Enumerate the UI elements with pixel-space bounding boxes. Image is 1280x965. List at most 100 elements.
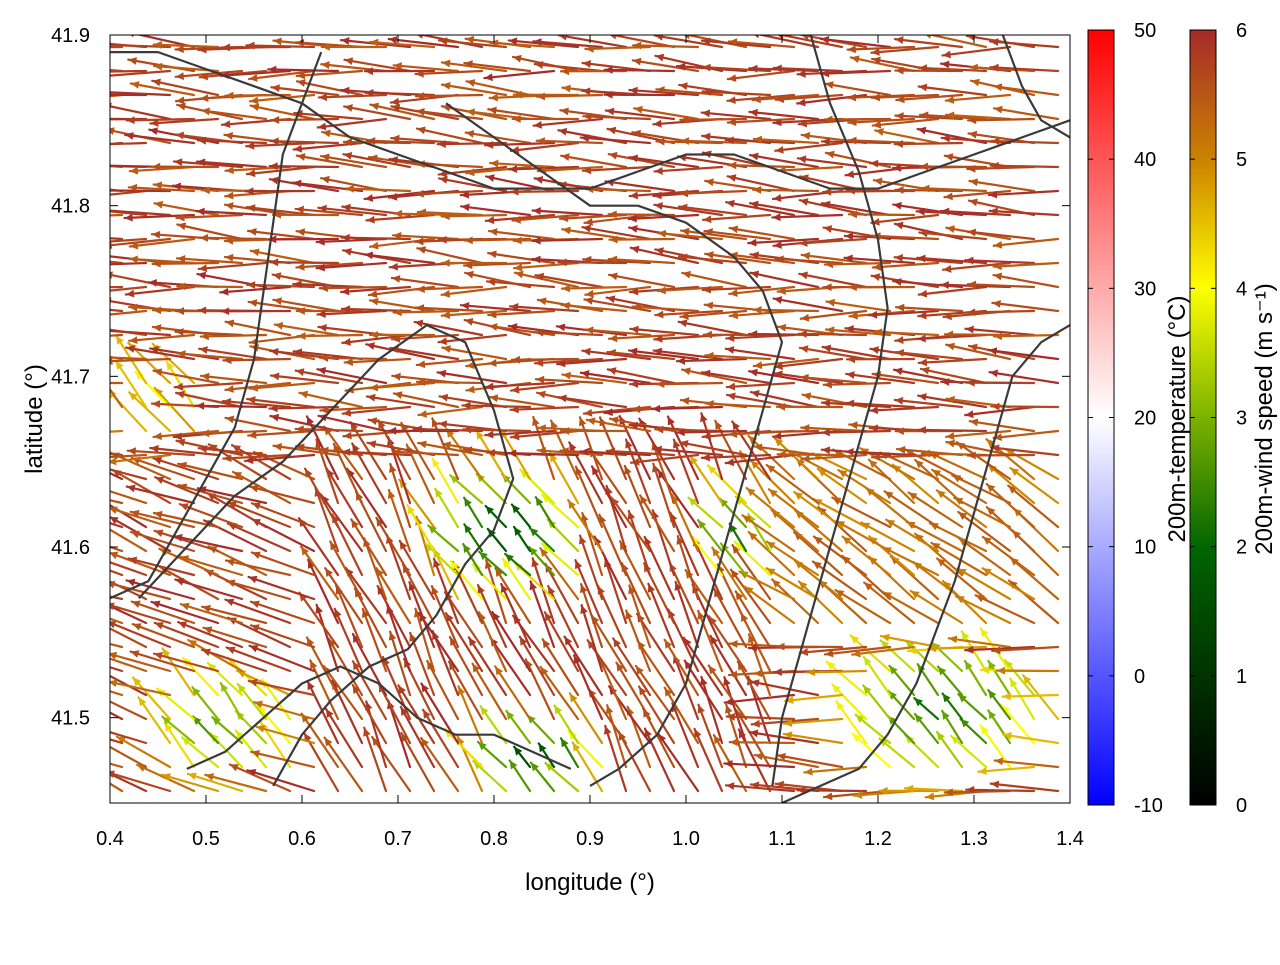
y-tick-label: 41.6 xyxy=(51,537,90,559)
wind-vector-head xyxy=(56,446,64,454)
y-tick-label: 41.7 xyxy=(51,366,90,388)
wind-vector-head xyxy=(60,748,69,756)
wind-vector xyxy=(463,429,530,431)
wind-vector-head xyxy=(89,735,98,742)
wind-vector xyxy=(680,119,746,120)
wind-vector-head xyxy=(87,355,95,364)
wind-vector xyxy=(270,166,338,167)
temperature-colorbar-tick-label: 10 xyxy=(1134,537,1156,559)
wind-vector-head xyxy=(85,649,94,656)
wind-vector-head xyxy=(54,231,62,239)
wind-vector-head xyxy=(104,241,112,249)
wind-vector-head xyxy=(57,159,65,167)
wind-vector xyxy=(320,287,386,288)
wind-speed-colorbar-label: 200m-wind speed (m s⁻¹) xyxy=(1251,283,1278,554)
wind-vector-head xyxy=(56,334,64,342)
wind-vector xyxy=(991,166,1058,167)
wind-vector-head xyxy=(61,687,70,694)
y-tick-label: 41.5 xyxy=(51,708,90,730)
x-tick-label: 0.9 xyxy=(576,828,604,850)
wind-vector xyxy=(512,359,578,360)
wind-vector-head xyxy=(78,68,86,76)
wind-vector-head xyxy=(81,323,90,331)
wind-vector xyxy=(442,215,506,216)
wind-vector-head xyxy=(79,239,87,247)
wind-vector-head xyxy=(79,289,87,297)
wind-vector xyxy=(271,119,338,120)
wind-vector-head xyxy=(55,301,63,309)
wind-vector xyxy=(417,382,482,383)
wind-vector xyxy=(270,262,338,263)
wind-vector xyxy=(609,239,674,240)
wind-vector-head xyxy=(57,650,66,657)
x-tick-label: 1.4 xyxy=(1056,828,1084,850)
wind-vector xyxy=(967,311,1034,313)
wind-vector-head xyxy=(101,252,109,260)
x-tick-label: 1.2 xyxy=(864,828,892,850)
wind-vector-head xyxy=(55,284,63,292)
wind-vector xyxy=(807,671,866,672)
wind-vector-head xyxy=(58,345,67,353)
wind-vector-head xyxy=(59,529,68,536)
wind-vector-head xyxy=(101,88,109,96)
wind-vector xyxy=(849,214,914,215)
wind-vector-head xyxy=(57,62,65,70)
wind-vector xyxy=(778,454,842,455)
x-tick-label: 1.1 xyxy=(768,828,796,850)
wind-vector-head xyxy=(58,486,67,494)
wind-vector-head xyxy=(86,690,95,697)
wind-vector-head xyxy=(56,253,64,261)
wind-vector-head xyxy=(101,207,109,215)
temperature-colorbar-tick-label: 0 xyxy=(1134,666,1145,688)
x-tick-label: 0.7 xyxy=(384,828,412,850)
wind-vector xyxy=(605,70,674,71)
wind-vector-head xyxy=(81,454,89,462)
wind-vector-head xyxy=(87,617,96,624)
wind-vector-head xyxy=(61,430,69,438)
wind-vector-head xyxy=(91,518,100,525)
wind-vector-head xyxy=(101,327,109,335)
temperature-colorbar-tick-label: 40 xyxy=(1134,149,1156,171)
wind-vector xyxy=(966,790,1034,791)
wind-vector xyxy=(991,406,1058,407)
wind-vector-head xyxy=(76,91,84,99)
wind-vector xyxy=(730,742,794,743)
wind-speed-colorbar-tick-label: 2 xyxy=(1236,537,1247,559)
wind-vector-head xyxy=(56,583,65,591)
wind-vector-head xyxy=(59,449,68,456)
x-tick-label: 1.3 xyxy=(960,828,988,850)
wind-vector xyxy=(416,95,482,96)
temperature-colorbar-tick-label: -10 xyxy=(1134,795,1163,817)
wind-vector-head xyxy=(78,141,86,149)
wind-vector-head xyxy=(82,353,90,361)
wind-vector xyxy=(153,263,218,264)
temperature-colorbar-tick-label: 50 xyxy=(1134,20,1156,42)
y-axis-label: latitude (°) xyxy=(21,364,48,474)
wind-vector xyxy=(177,286,242,287)
wind-vector xyxy=(895,143,962,144)
wind-vector-head xyxy=(77,116,85,124)
wind-vector-head xyxy=(84,482,93,489)
x-tick-label: 1.0 xyxy=(672,828,700,850)
wind-vector-head xyxy=(101,187,109,195)
wind-vector-head xyxy=(55,114,63,122)
wind-vector xyxy=(320,358,386,359)
temperature-colorbar-label: 200m-temperature (°C) xyxy=(1164,295,1191,542)
wind-vector-head xyxy=(84,761,93,768)
wind-vector xyxy=(200,238,266,239)
wind-vector xyxy=(920,166,986,167)
wind-vector-head xyxy=(56,505,65,512)
wind-vector-head xyxy=(59,629,68,637)
wind-vector-head xyxy=(81,460,90,468)
wind-speed-colorbar-tick-label: 5 xyxy=(1236,149,1247,171)
wind-vector xyxy=(55,287,122,288)
wind-vector-head xyxy=(61,600,70,607)
x-tick-label: 0.5 xyxy=(192,828,220,850)
wind-vector xyxy=(968,119,1034,120)
wind-vector-head xyxy=(104,357,112,365)
wind-vector-head xyxy=(83,593,92,600)
wind-vector xyxy=(753,310,818,311)
wind-vector-head xyxy=(86,491,95,499)
y-tick-label: 41.9 xyxy=(51,25,90,47)
